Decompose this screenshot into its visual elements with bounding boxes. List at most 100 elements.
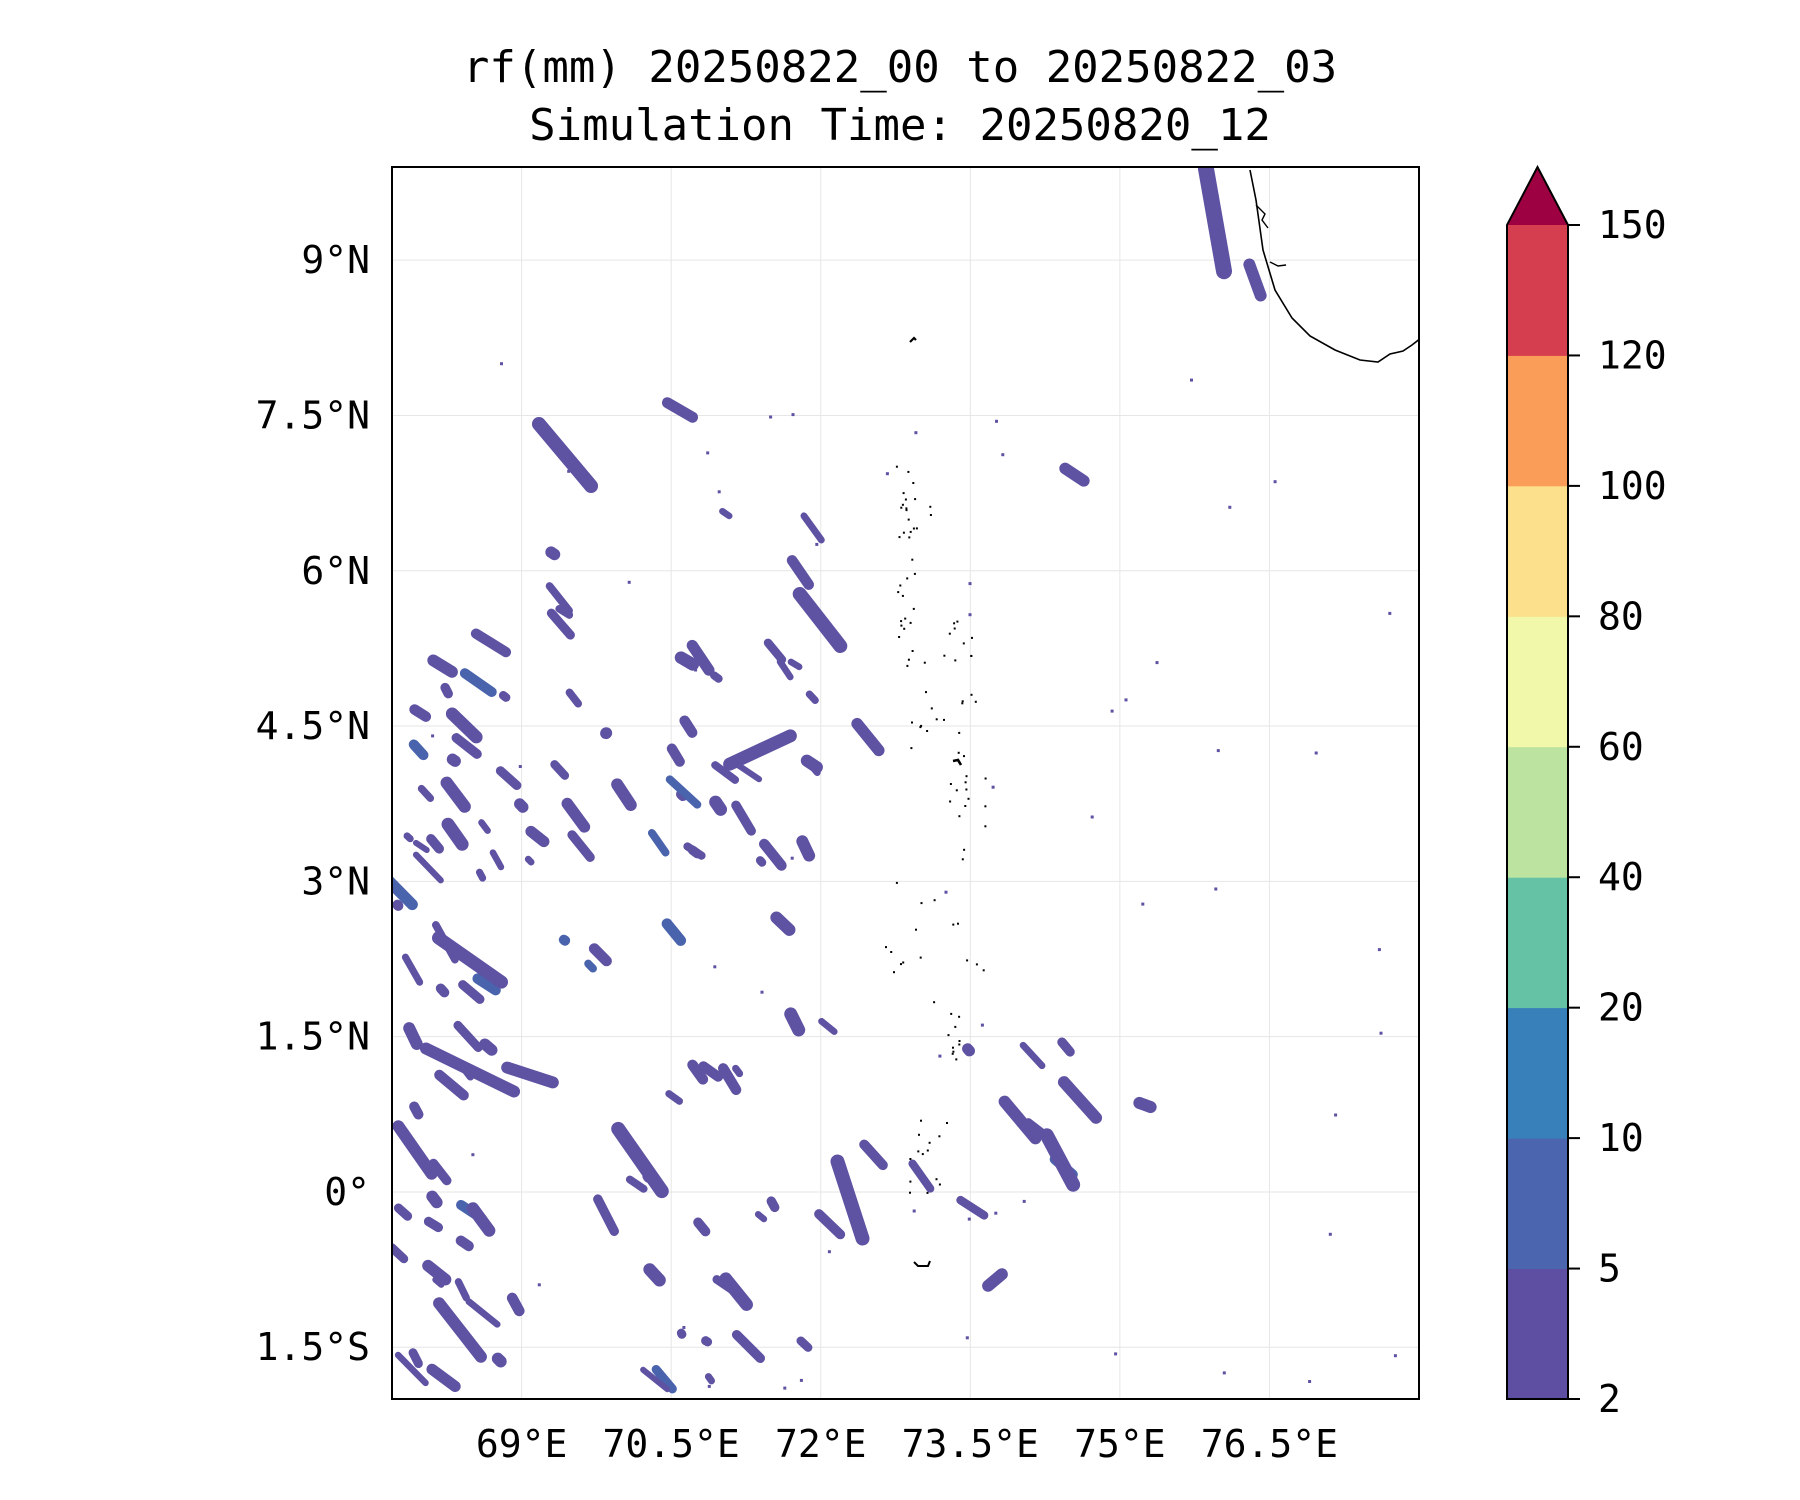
rain-cell bbox=[506, 1292, 525, 1317]
atoll-dot bbox=[938, 1135, 941, 1138]
rain-cell-shape bbox=[859, 1139, 888, 1171]
rain-cell bbox=[787, 658, 803, 671]
rain-dot bbox=[1222, 1371, 1226, 1375]
rain-dot bbox=[567, 469, 571, 473]
atoll-dot bbox=[949, 800, 952, 803]
rain-dot bbox=[968, 613, 972, 617]
colorbar-tick-label: 100 bbox=[1598, 464, 1667, 508]
rain-cell-shape bbox=[755, 856, 767, 867]
rain-dot bbox=[815, 542, 819, 546]
rain-cell-shape bbox=[555, 605, 574, 619]
rain-cell bbox=[674, 651, 700, 671]
atoll-dot bbox=[911, 650, 914, 652]
rain-dot bbox=[938, 1054, 942, 1058]
rain-cell bbox=[434, 1069, 469, 1101]
rain-cell bbox=[1057, 1076, 1103, 1124]
rain-cell bbox=[1057, 1037, 1075, 1057]
rain-dot bbox=[1001, 453, 1005, 457]
rain-cell-shape bbox=[422, 1259, 452, 1286]
rain-cell bbox=[796, 1336, 813, 1352]
colorbar-tick-label: 60 bbox=[1598, 725, 1644, 769]
atoll-dot bbox=[982, 969, 985, 972]
rain-dot bbox=[1155, 661, 1159, 665]
rain-cell bbox=[676, 1328, 687, 1339]
rain-cell bbox=[435, 983, 450, 998]
map-frame bbox=[391, 166, 1420, 1400]
rain-cell-shape bbox=[766, 1196, 780, 1213]
rain-cell-shape bbox=[433, 1297, 487, 1363]
atoll-dot bbox=[911, 721, 913, 724]
rain-dot bbox=[783, 1386, 787, 1390]
atoll-dot bbox=[984, 805, 987, 808]
rain-cell-shape bbox=[665, 1090, 683, 1105]
lat-tick-label: 6°N bbox=[301, 549, 370, 593]
atoll-dot bbox=[984, 777, 987, 780]
lat-tick-label: 7.5°N bbox=[256, 393, 370, 437]
rain-cell-shape bbox=[417, 784, 435, 802]
rain-cell bbox=[686, 639, 715, 676]
rain-cell bbox=[412, 851, 444, 884]
rain-cell-shape bbox=[763, 638, 787, 664]
rain-cell bbox=[478, 819, 491, 834]
rain-cell-shape bbox=[661, 397, 699, 423]
coast-inlet bbox=[1255, 204, 1269, 229]
rain-dot bbox=[912, 1209, 916, 1213]
atoll-dot bbox=[955, 1058, 958, 1061]
rain-cell bbox=[1059, 462, 1090, 487]
rain-cell-shape bbox=[731, 800, 756, 836]
atoll-dot bbox=[956, 620, 959, 623]
island-outline bbox=[909, 336, 917, 343]
rain-cell bbox=[550, 760, 570, 780]
rain-cell-shape bbox=[759, 838, 787, 871]
rain-cell-shape bbox=[701, 1336, 713, 1347]
rain-cell bbox=[459, 668, 497, 697]
atoll-dot bbox=[963, 755, 965, 758]
rain-cell-shape bbox=[1057, 1037, 1075, 1057]
rain-cell bbox=[647, 829, 670, 857]
rain-cell bbox=[814, 1209, 846, 1240]
rain-cell-shape bbox=[550, 760, 570, 780]
rain-cell bbox=[545, 582, 573, 615]
rain-dot bbox=[713, 965, 717, 969]
lat-tick-label: 3°N bbox=[301, 859, 370, 903]
atoll-dot bbox=[890, 951, 893, 953]
rain-cell bbox=[394, 1351, 429, 1387]
atoll-dot bbox=[958, 815, 961, 818]
rain-cell bbox=[1197, 167, 1233, 280]
rain-cell bbox=[426, 1363, 461, 1393]
colorbar-frame bbox=[1506, 164, 1569, 1400]
rain-cell-shape bbox=[611, 778, 637, 812]
rain-cell-shape bbox=[565, 688, 583, 708]
rain-cell bbox=[732, 1064, 744, 1078]
rain-cell-shape bbox=[776, 658, 794, 681]
rain-cell bbox=[441, 817, 469, 851]
rain-cell bbox=[431, 931, 509, 989]
rain-cell-shape bbox=[426, 1363, 461, 1393]
rain-cell bbox=[770, 911, 796, 936]
rain-cell-shape bbox=[558, 934, 571, 946]
atoll-dot bbox=[907, 518, 910, 521]
rain-dot bbox=[914, 431, 918, 435]
rain-cell bbox=[661, 918, 687, 946]
atoll-dot bbox=[957, 751, 960, 754]
rain-cell bbox=[687, 1059, 709, 1085]
rain-cell-shape bbox=[475, 868, 487, 882]
rain-cell bbox=[445, 707, 483, 744]
rain-dot bbox=[760, 990, 764, 994]
atoll-dot bbox=[970, 654, 973, 657]
colorbar-segment bbox=[1507, 616, 1568, 748]
rain-cell-shape bbox=[666, 743, 685, 767]
colorbar-extend-triangle bbox=[1507, 167, 1568, 225]
rain-cell bbox=[412, 839, 430, 854]
atoll-dot bbox=[912, 527, 915, 530]
rain-cell bbox=[470, 628, 512, 658]
rain-dot bbox=[965, 1336, 969, 1340]
rain-cell bbox=[640, 1366, 671, 1393]
rain-dot bbox=[1022, 1199, 1026, 1203]
rain-cell bbox=[962, 1043, 975, 1057]
rain-cell bbox=[763, 638, 787, 664]
atoll-dot bbox=[901, 594, 904, 597]
rain-cell bbox=[428, 1158, 452, 1186]
rain-cell bbox=[792, 586, 848, 654]
rain-cell bbox=[472, 973, 501, 996]
